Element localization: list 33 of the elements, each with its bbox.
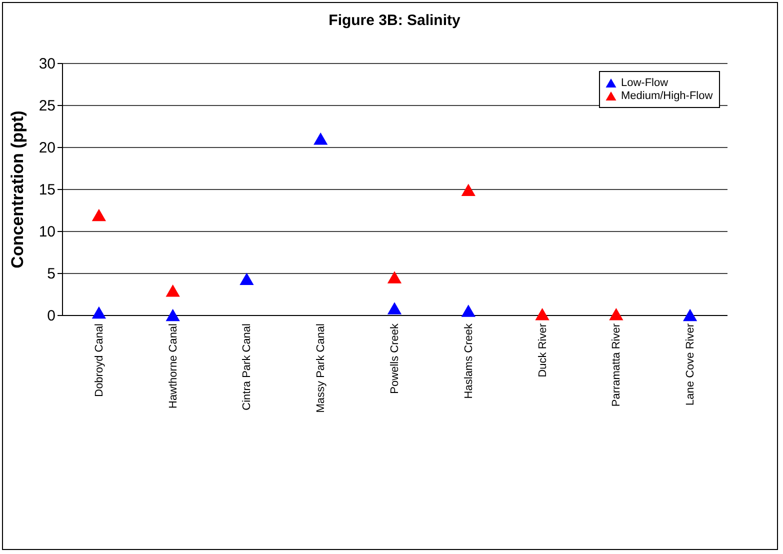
point bbox=[461, 304, 476, 317]
y-tick-label: 5 bbox=[47, 266, 56, 282]
x-tick-label: Lane Cove River bbox=[684, 323, 697, 406]
y-axis-title: Concentration (ppt) bbox=[8, 110, 27, 268]
point bbox=[92, 208, 106, 222]
point bbox=[682, 308, 698, 322]
chart-title: Figure 3B: Salinity bbox=[328, 12, 461, 29]
point bbox=[609, 308, 624, 320]
y-tick-label: 25 bbox=[38, 98, 56, 114]
point bbox=[240, 272, 254, 286]
x-tick-label: Parramatta River bbox=[610, 323, 623, 407]
x-tick-label: Massy Park Canal bbox=[315, 324, 328, 413]
point bbox=[92, 306, 106, 319]
point bbox=[314, 132, 328, 145]
legend-label: Medium/High-Flow bbox=[621, 90, 713, 102]
point bbox=[387, 302, 402, 314]
x-tick-label: Duck River bbox=[536, 323, 549, 378]
y-tick-label: 15 bbox=[38, 182, 56, 198]
point bbox=[387, 271, 402, 284]
x-tick-label: Hawthorne Canal bbox=[167, 324, 180, 408]
y-tick-label: 30 bbox=[38, 56, 56, 72]
legend-label: Low-Flow bbox=[621, 77, 668, 89]
y-tick-label: 20 bbox=[38, 140, 56, 156]
x-tick-label: Cintra Park Canal bbox=[241, 324, 254, 410]
point bbox=[166, 284, 180, 297]
x-tick-label: Dobroyd Canal bbox=[93, 324, 106, 397]
y-tick-label: 0 bbox=[47, 308, 56, 324]
point bbox=[166, 308, 180, 322]
x-tick-label: Haslams Creek bbox=[462, 323, 475, 399]
point bbox=[461, 184, 476, 196]
point bbox=[535, 308, 550, 320]
y-tick-label: 10 bbox=[38, 224, 56, 240]
x-tick-label: Powells Creek bbox=[389, 323, 401, 394]
